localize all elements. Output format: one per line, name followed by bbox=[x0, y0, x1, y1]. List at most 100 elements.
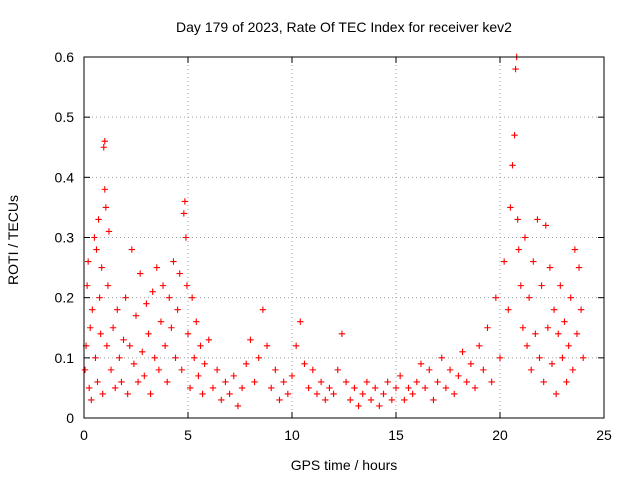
data-point bbox=[557, 282, 564, 289]
data-point bbox=[247, 336, 254, 343]
data-point bbox=[136, 270, 144, 277]
data-point bbox=[521, 234, 529, 241]
data-point bbox=[523, 342, 531, 349]
data-point bbox=[174, 306, 181, 313]
data-point bbox=[548, 360, 556, 368]
data-point bbox=[421, 384, 429, 392]
data-point bbox=[151, 354, 158, 362]
data-point bbox=[105, 228, 113, 235]
data-point bbox=[467, 360, 475, 368]
data-point bbox=[238, 384, 246, 392]
x-axis-label: GPS time / hours bbox=[291, 457, 398, 473]
chart-title: Day 179 of 2023, Rate Of TEC Index for r… bbox=[176, 19, 512, 35]
data-point bbox=[141, 372, 148, 380]
data-point bbox=[280, 378, 287, 386]
x-tick-label: 25 bbox=[596, 427, 612, 443]
data-point bbox=[272, 366, 279, 374]
data-point bbox=[455, 372, 462, 380]
y-tick-label: 0.4 bbox=[55, 169, 75, 185]
data-point bbox=[392, 384, 400, 392]
data-point bbox=[181, 198, 189, 205]
data-point bbox=[89, 306, 96, 313]
data-point bbox=[492, 294, 500, 301]
data-point bbox=[134, 378, 142, 386]
data-point bbox=[322, 396, 329, 404]
y-tick-labels: 0 0.1 0.2 0.3 0.4 0.5 0.6 bbox=[55, 49, 75, 426]
data-point bbox=[405, 384, 412, 392]
data-point bbox=[471, 384, 479, 392]
data-point bbox=[288, 372, 296, 380]
data-point bbox=[528, 366, 535, 374]
data-point bbox=[426, 366, 433, 374]
data-point bbox=[569, 366, 576, 374]
y-tick-label: 0.3 bbox=[55, 230, 75, 246]
data-point bbox=[126, 342, 133, 349]
data-point bbox=[505, 306, 512, 313]
data-point bbox=[149, 288, 156, 295]
data-point bbox=[195, 372, 202, 380]
data-point bbox=[334, 366, 341, 374]
data-point bbox=[534, 216, 541, 223]
grid-lines bbox=[84, 57, 604, 418]
data-point bbox=[561, 318, 568, 325]
data-point bbox=[222, 378, 229, 386]
data-point bbox=[496, 354, 504, 362]
data-point bbox=[139, 348, 146, 356]
data-point bbox=[313, 390, 321, 398]
data-point bbox=[132, 312, 140, 319]
data-point bbox=[326, 384, 333, 392]
data-point bbox=[297, 318, 304, 325]
data-point bbox=[546, 264, 554, 271]
data-point bbox=[388, 396, 396, 404]
data-point bbox=[515, 246, 522, 253]
data-point bbox=[205, 336, 212, 343]
data-point bbox=[517, 282, 524, 289]
data-point bbox=[451, 390, 458, 398]
data-point bbox=[305, 384, 312, 392]
data-point bbox=[376, 402, 383, 410]
data-point bbox=[98, 264, 105, 271]
x-tick-label: 15 bbox=[388, 427, 404, 443]
data-point bbox=[292, 342, 300, 349]
data-point bbox=[565, 342, 572, 349]
data-point bbox=[218, 396, 225, 404]
axis-ticks bbox=[83, 56, 605, 419]
data-point bbox=[182, 234, 190, 241]
data-point bbox=[251, 378, 258, 386]
data-point bbox=[184, 330, 192, 337]
data-point bbox=[130, 360, 138, 368]
data-point bbox=[161, 342, 169, 349]
data-point bbox=[413, 378, 420, 386]
data-point bbox=[488, 378, 495, 386]
data-point bbox=[209, 384, 217, 392]
data-point bbox=[511, 132, 518, 139]
data-point bbox=[124, 390, 131, 398]
data-point bbox=[213, 366, 221, 374]
data-point bbox=[188, 294, 196, 301]
data-point bbox=[118, 378, 125, 386]
data-point bbox=[575, 264, 583, 271]
data-point bbox=[84, 258, 92, 265]
data-point bbox=[92, 354, 99, 362]
data-point bbox=[116, 354, 123, 362]
data-point bbox=[401, 396, 408, 404]
data-point bbox=[514, 216, 521, 223]
data-point bbox=[536, 354, 543, 362]
data-point bbox=[109, 324, 117, 331]
data-point bbox=[234, 402, 242, 410]
data-point bbox=[417, 360, 425, 368]
y-tick-label: 0 bbox=[66, 410, 74, 426]
data-point bbox=[484, 324, 491, 331]
data-point bbox=[243, 360, 250, 368]
data-point bbox=[128, 246, 136, 253]
data-point bbox=[255, 354, 262, 362]
y-axis-label: ROTI / TECUs bbox=[5, 195, 21, 285]
data-point bbox=[164, 378, 171, 386]
data-point bbox=[114, 306, 121, 313]
x-tick-label: 5 bbox=[184, 427, 192, 443]
data-point bbox=[519, 324, 527, 331]
data-point bbox=[563, 378, 570, 386]
data-point bbox=[201, 360, 208, 368]
data-point bbox=[159, 282, 167, 289]
data-point bbox=[284, 390, 292, 398]
